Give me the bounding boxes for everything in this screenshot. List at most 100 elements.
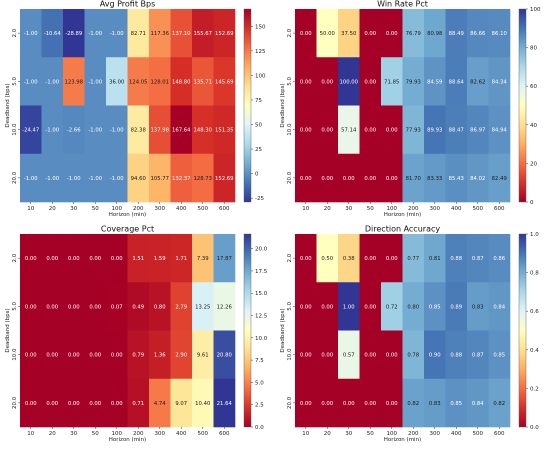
cell-value-label: 124.05 (129, 79, 148, 85)
colorbar-tick-label: 100 (255, 73, 266, 79)
cell-value-label: 17.87 (217, 256, 232, 262)
x-axis-label: Horizon (min) (384, 212, 421, 218)
cell-value-label: 0.00 (300, 304, 312, 310)
heatmap-cell (424, 9, 446, 58)
cell-value-label: 0.85 (429, 304, 441, 310)
y-tick-label: 2.0 (12, 28, 18, 37)
heatmap-cell (127, 153, 150, 203)
cell-value-label: 151.35 (215, 128, 234, 134)
cell-value-label: -24.47 (22, 128, 39, 134)
cell-value-label: 128.01 (150, 79, 169, 85)
x-tick-label: 100 (387, 431, 398, 437)
colorbar-tick-label: 20.0 (255, 247, 268, 253)
heatmap-cell (192, 57, 214, 106)
heatmap-cell (127, 378, 150, 428)
cell-value-label: 88.64 (449, 79, 465, 85)
heatmap-cell (63, 378, 85, 428)
heatmap-cell (84, 57, 107, 106)
heatmap-cell (295, 330, 317, 380)
colorbar-tick-label: 125 (255, 49, 266, 55)
heatmap-cell (467, 234, 489, 283)
cell-value-label: 82.62 (470, 79, 485, 85)
y-axis-label: Deadband (bps) (5, 83, 11, 127)
heatmap-cell (467, 105, 489, 155)
heatmap-cell (213, 330, 236, 380)
heatmap-cell (192, 105, 214, 155)
y-axis-label: Deadband (bps) (5, 308, 11, 352)
cell-value-label: 84.59 (427, 79, 442, 85)
heatmap-cell (41, 330, 64, 380)
x-tick-label: 400 (176, 431, 187, 437)
y-tick-label: 2.0 (287, 28, 293, 37)
heatmap-cell (149, 9, 171, 58)
heatmap-cell (359, 57, 382, 106)
x-axis-label: Horizon (min) (109, 212, 146, 218)
heatmap-cell (359, 9, 382, 58)
heatmap-cell (149, 330, 171, 380)
heatmap-cell (149, 234, 171, 283)
colorbar-tick-label: 40 (530, 123, 537, 129)
cell-value-label: 0.00 (68, 401, 80, 407)
heatmap-cell (20, 153, 42, 203)
cell-value-label: 77.93 (406, 128, 421, 134)
heatmap-cell (41, 153, 64, 203)
cell-value-label: -1.00 (67, 176, 81, 182)
x-tick-label: 500 (198, 431, 209, 437)
colorbar-tick-label: 0.0 (530, 425, 539, 431)
heatmap-cell (170, 330, 193, 380)
heatmap-cell (488, 282, 511, 331)
x-tick-label: 400 (451, 431, 462, 437)
colorbar-tick-label: 150 (255, 24, 266, 30)
heatmap-cell (192, 330, 214, 380)
heatmap-cell (213, 153, 236, 203)
cell-value-label: 57.14 (341, 128, 357, 134)
heatmap-cell (106, 57, 128, 106)
heatmap-cell (192, 378, 214, 428)
heatmap-cell (192, 153, 214, 203)
cell-value-label: 148.80 (172, 79, 191, 85)
colorbar-tick-label: 7.5 (255, 358, 264, 364)
cell-value-label: 89.93 (427, 128, 442, 134)
chart-title: Coverage Pct (101, 225, 154, 234)
cell-value-label: -1.00 (110, 31, 124, 37)
x-tick-label: 500 (198, 206, 209, 212)
heatmap-cell (338, 330, 360, 380)
cell-value-label: 0.00 (364, 79, 376, 85)
heatmap-cell (170, 105, 193, 155)
cell-value-label: -1.00 (88, 31, 102, 37)
cell-value-label: 0.00 (111, 401, 123, 407)
heatmap-cell (445, 330, 468, 380)
cell-value-label: 0.00 (111, 256, 123, 262)
y-tick-label: 20.0 (287, 396, 293, 409)
x-tick-label: 50 (92, 206, 99, 212)
cell-value-label: 2.79 (175, 304, 187, 310)
cell-value-label: 0.00 (300, 401, 312, 407)
cell-value-label: 0.00 (300, 128, 312, 134)
y-tick-label: 20.0 (12, 171, 18, 184)
colorbar-tick-label: 15.0 (255, 291, 268, 297)
cell-value-label: 12.26 (217, 304, 233, 310)
cell-value-label: 36.00 (109, 79, 125, 85)
cell-value-label: -1.00 (45, 79, 59, 85)
heatmap-cell (316, 234, 339, 283)
colorbar-tick-label: 0.2 (530, 386, 539, 392)
heatmap-cell (402, 105, 425, 155)
heatmap-cell (170, 234, 193, 283)
cell-value-label: 9.07 (175, 401, 187, 407)
heatmap-cell (402, 282, 425, 331)
cell-value-label: 0.00 (364, 353, 376, 359)
cell-value-label: 0.72 (386, 304, 398, 310)
x-tick-label: 50 (367, 206, 374, 212)
cell-value-label: 0.00 (46, 304, 58, 310)
heatmap-cell (84, 105, 107, 155)
colorbar-tick-label: 0.6 (530, 309, 539, 315)
heatmap-cell (63, 330, 85, 380)
colorbar-tick-label: -25 (255, 196, 264, 202)
cell-value-label: 13.25 (195, 304, 210, 310)
heatmap-svg: Win Rate Pct 0.00 50.00 37.50 0.00 0.00 76.79 8… (280, 0, 541, 218)
y-tick-label: 2.0 (287, 253, 293, 262)
heatmap-cell (20, 57, 42, 106)
heatmap-cell (127, 9, 150, 58)
cell-value-label: 84.02 (470, 176, 485, 182)
heatmap-cell (213, 57, 236, 106)
